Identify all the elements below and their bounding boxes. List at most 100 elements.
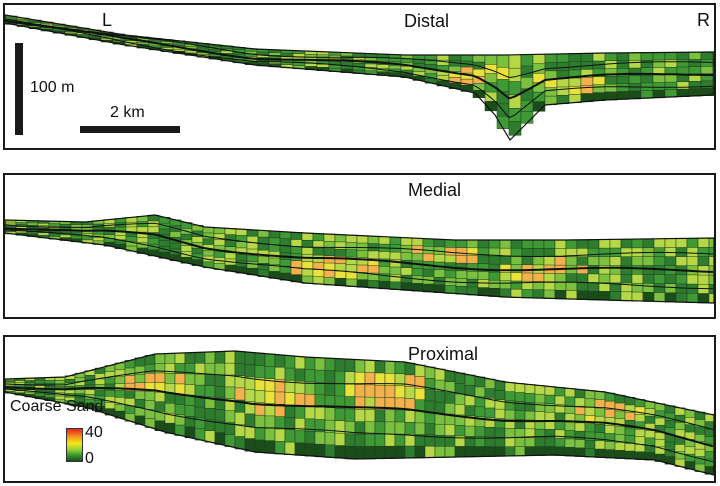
proximal-cell [504, 428, 516, 439]
proximal-cell [444, 403, 456, 415]
distal-cell [472, 83, 486, 91]
proximal-cell [114, 383, 126, 391]
proximal-cell [474, 386, 486, 398]
proximal-cell [674, 444, 686, 453]
medial-cell [125, 236, 138, 242]
medial-cell [609, 273, 622, 284]
horizontal-scale-label: 2 km [110, 104, 145, 121]
proximal-cell [164, 353, 176, 364]
distal-cell [484, 54, 498, 65]
proximal-cell [284, 355, 296, 369]
medial-cell [598, 273, 611, 284]
proximal-cell [584, 398, 596, 408]
medial-cell [400, 274, 413, 284]
proximal-cell [314, 443, 326, 458]
proximal-cell [354, 359, 366, 373]
proximal-cell [294, 368, 306, 382]
proximal-cell [304, 393, 316, 408]
proximal-cell [344, 383, 356, 398]
proximal-cell [184, 405, 196, 417]
distal-cell [472, 54, 486, 63]
proximal-cell [354, 433, 366, 448]
proximal-cell [584, 448, 596, 458]
medial-cell [697, 293, 710, 304]
medial-cell [158, 240, 171, 247]
medial-cell [521, 289, 534, 299]
distal-cell [556, 78, 570, 88]
distal-cell [580, 53, 594, 62]
medial-cell [697, 247, 710, 258]
distal-cell [460, 66, 474, 74]
proximal-cell [544, 437, 556, 448]
proximal-cell [344, 359, 356, 373]
medial-cell [488, 279, 501, 289]
medial-cell [202, 250, 215, 257]
proximal-cell [184, 352, 196, 364]
medial-cell [532, 248, 545, 258]
proximal-cell [354, 384, 366, 398]
medial-cell [125, 221, 138, 228]
medial-cell [312, 269, 325, 278]
medial-cell [257, 256, 270, 264]
proximal-cell [294, 442, 306, 456]
distal-cell [544, 87, 558, 97]
proximal-cell [364, 433, 376, 447]
medial-cell [565, 290, 578, 300]
proximal-cell [524, 410, 536, 421]
medial-cell [620, 256, 633, 267]
proximal-cell [224, 374, 236, 388]
proximal-cell [294, 430, 306, 444]
medial-cell [708, 237, 714, 248]
medial-cell [202, 238, 215, 246]
medial-cell [389, 274, 402, 283]
distal-cell [508, 121, 522, 136]
proximal-cell [364, 446, 376, 460]
proximal-cell [194, 384, 206, 397]
medial-cell [235, 253, 248, 261]
proximal-cell [574, 389, 586, 399]
medial-cell [565, 256, 578, 266]
proximal-cell [214, 374, 226, 387]
distal-cell [544, 62, 558, 72]
medial-cell [334, 248, 347, 257]
proximal-cell [204, 374, 216, 387]
proximal-cell [304, 357, 316, 371]
medial-cell [543, 248, 556, 258]
proximal-cell [344, 433, 356, 447]
medial-cell [609, 256, 622, 267]
proximal-cell [204, 407, 216, 421]
medial-cell [565, 273, 578, 283]
medial-cell [653, 238, 666, 249]
medial-cell [499, 239, 512, 249]
proximal-cell [224, 362, 236, 376]
proximal-cell [444, 446, 456, 458]
proximal-cell [274, 416, 286, 430]
distal-cell [568, 85, 582, 95]
proximal-cell [164, 373, 176, 384]
proximal-cell [544, 411, 556, 422]
distal-cell [568, 77, 582, 87]
medial-cell [554, 256, 567, 266]
proximal-cell [704, 428, 714, 438]
proximal-cell [514, 392, 526, 403]
distal-cell [436, 54, 450, 61]
medial-cell [345, 264, 358, 273]
proximal-cell [414, 422, 426, 436]
proximal-cell [334, 408, 346, 422]
proximal-cell [544, 386, 556, 396]
medial-cell [631, 291, 644, 302]
proximal-cell [474, 406, 486, 418]
proximal-cell [224, 350, 236, 364]
proximal-cell [594, 440, 606, 450]
medial-cell [444, 239, 457, 248]
proximal-cell [314, 357, 326, 371]
distal-title: Distal [404, 11, 450, 31]
medial-cell [147, 226, 160, 234]
proximal-cell [344, 445, 356, 460]
proximal-cell [334, 445, 346, 459]
proximal-cell [424, 423, 436, 436]
proximal-cell [174, 352, 186, 364]
medial-cell [301, 232, 314, 241]
medial-cell [488, 287, 501, 297]
medial-cell [642, 265, 655, 276]
